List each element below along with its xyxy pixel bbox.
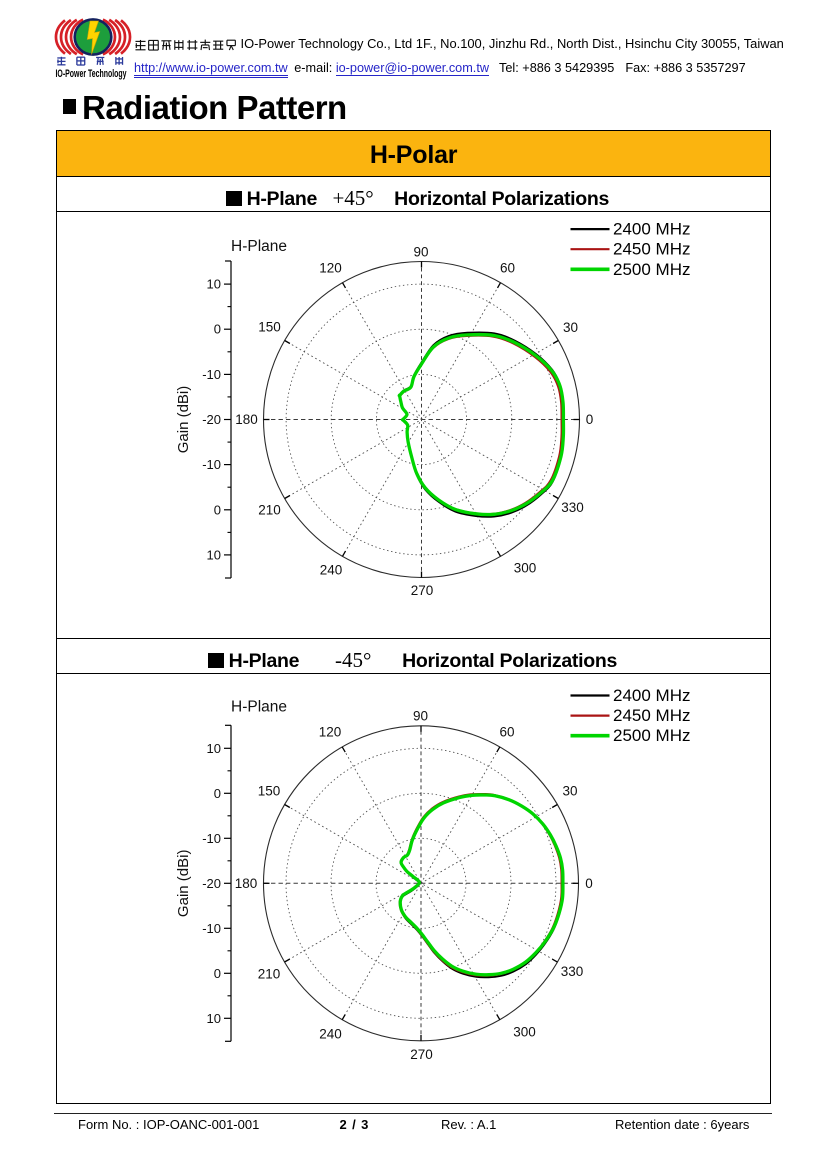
svg-text:2400 MHz: 2400 MHz — [613, 220, 690, 239]
svg-text:210: 210 — [258, 966, 281, 981]
svg-text:0: 0 — [214, 502, 221, 517]
svg-text:2500 MHz: 2500 MHz — [613, 726, 690, 745]
svg-text:H-Plane: H-Plane — [231, 699, 287, 716]
svg-text:0: 0 — [214, 322, 221, 337]
svg-text:270: 270 — [411, 583, 434, 598]
svg-text:120: 120 — [319, 261, 342, 276]
svg-text:-10: -10 — [202, 457, 221, 472]
svg-text:-10: -10 — [202, 921, 221, 936]
svg-text:330: 330 — [561, 964, 584, 979]
svg-text:150: 150 — [258, 320, 281, 335]
svg-text:2500 MHz: 2500 MHz — [613, 260, 690, 279]
svg-text:90: 90 — [413, 245, 428, 260]
svg-text:60: 60 — [499, 724, 514, 739]
svg-text:150: 150 — [258, 783, 281, 798]
svg-text:Gain (dBi): Gain (dBi) — [175, 850, 192, 918]
svg-text:2450 MHz: 2450 MHz — [613, 240, 690, 259]
svg-text:10: 10 — [207, 547, 221, 562]
svg-text:10: 10 — [207, 1011, 221, 1026]
svg-text:210: 210 — [258, 503, 281, 518]
svg-text:0: 0 — [585, 876, 593, 891]
svg-text:2450 MHz: 2450 MHz — [613, 706, 690, 725]
svg-text:-20: -20 — [202, 876, 221, 891]
svg-text:240: 240 — [320, 563, 343, 578]
svg-text:10: 10 — [207, 277, 221, 292]
svg-text:0: 0 — [214, 786, 221, 801]
svg-text:0: 0 — [586, 412, 594, 427]
svg-text:120: 120 — [319, 724, 342, 739]
svg-text:10: 10 — [207, 741, 221, 756]
svg-text:60: 60 — [500, 261, 515, 276]
svg-text:240: 240 — [319, 1026, 342, 1041]
svg-text:2400 MHz: 2400 MHz — [613, 686, 690, 705]
svg-text:270: 270 — [410, 1047, 433, 1062]
svg-text:-10: -10 — [202, 367, 221, 382]
svg-text:180: 180 — [235, 876, 258, 891]
svg-text:30: 30 — [563, 320, 578, 335]
svg-text:IO-Power Technology: IO-Power Technology — [56, 68, 128, 80]
svg-text:0: 0 — [214, 966, 221, 981]
svg-text:-20: -20 — [202, 412, 221, 427]
svg-text:180: 180 — [235, 412, 258, 427]
svg-text:300: 300 — [513, 1024, 536, 1039]
svg-text:-10: -10 — [202, 831, 221, 846]
svg-text:H-Plane: H-Plane — [231, 238, 287, 255]
svg-text:30: 30 — [562, 784, 577, 799]
svg-text:330: 330 — [561, 500, 584, 515]
svg-text:Gain (dBi): Gain (dBi) — [175, 386, 192, 454]
svg-text:90: 90 — [413, 708, 428, 723]
svg-text:300: 300 — [514, 561, 537, 576]
